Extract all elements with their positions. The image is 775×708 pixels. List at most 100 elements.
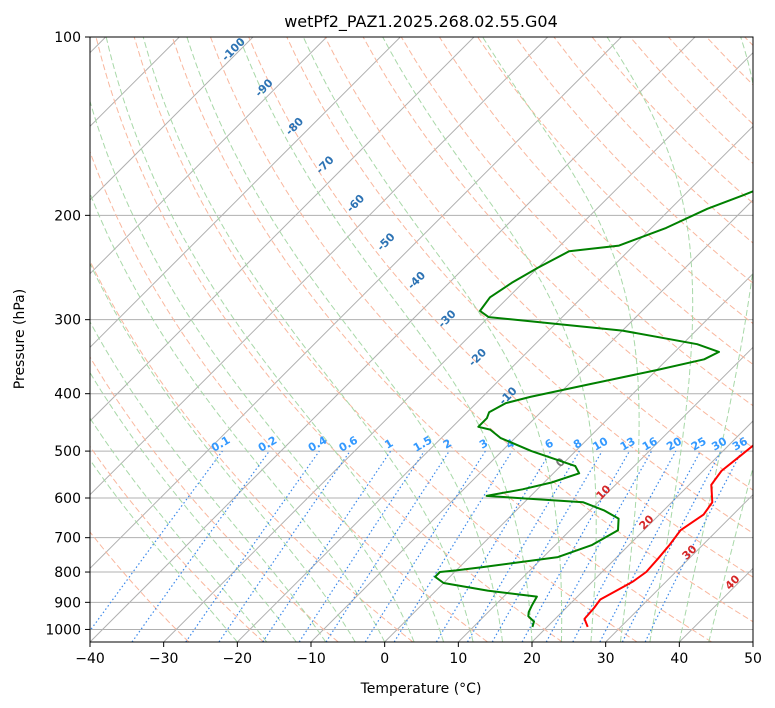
dry-adiabat-line [90, 356, 339, 642]
x-tick-label: 40 [670, 651, 688, 667]
isotherm-line [384, 272, 753, 642]
mixing-ratio-line [521, 450, 631, 642]
y-tick-label: 100 [54, 30, 81, 46]
isotherm-line [752, 641, 753, 642]
y-axis-label: Pressure (hPa) [12, 289, 28, 389]
dry-adiabat-line [95, 37, 563, 642]
x-tick-label: 30 [597, 651, 615, 667]
dry-adiabat-line [90, 531, 190, 642]
moist-adiabat-line [186, 37, 503, 642]
dry-adiabat-label: -60 [344, 192, 367, 215]
y-tick-label: 600 [54, 491, 81, 507]
dry-adiabat-label: -70 [313, 153, 336, 176]
y-axis: 100 200 300 400 500 600 700 800 900 1000 [45, 30, 90, 638]
dry-adiabat-line [90, 150, 488, 642]
mixing-ratio-line [393, 450, 513, 642]
moist-adiabat-line [678, 37, 753, 642]
moist-adiabat-line [105, 37, 445, 642]
background-lines [90, 37, 753, 642]
mixing-ratio-line [325, 450, 450, 642]
mixing-ratio-line [90, 450, 223, 632]
dry-adiabat-line [210, 37, 753, 623]
x-tick-label: −30 [149, 651, 179, 667]
y-tick-label: 700 [54, 531, 81, 547]
mixing-ratio-line [185, 450, 320, 642]
y-tick-label: 500 [54, 444, 81, 460]
isotherm-line [531, 420, 753, 642]
x-tick-label: 50 [744, 651, 762, 667]
mixing-ratio-label: 6 [543, 436, 556, 451]
dry-adiabat-line [400, 37, 753, 407]
dry-adiabat-label: -30 [435, 307, 458, 330]
mixing-ratio-line [572, 450, 677, 642]
moist-adiabat-label: 20 [637, 512, 657, 532]
moist-adiabat-line [238, 37, 533, 642]
mixing-ratio-line [298, 450, 425, 642]
dry-adiabat-line [248, 37, 753, 578]
y-tick-label: 200 [54, 208, 81, 224]
dry-adiabat-line [744, 37, 753, 47]
moist-adiabat-line [382, 37, 597, 642]
dry-adiabat-line [90, 445, 264, 642]
mixing-ratio-line [435, 450, 552, 642]
moist-adiabat-line [482, 37, 640, 642]
dry-adiabat-line [515, 37, 753, 284]
mixing-ratio-line [218, 450, 351, 642]
dry-adiabat-line [90, 259, 414, 642]
y-tick-label: 1000 [45, 622, 81, 638]
isotherm-line [90, 37, 475, 422]
y-tick-label: 400 [54, 387, 81, 403]
sounding-series [434, 190, 753, 628]
x-tick-label: 10 [449, 651, 467, 667]
moist-adiabat-line [302, 37, 563, 642]
x-tick-label: −40 [75, 651, 105, 667]
isotherm-line [90, 37, 696, 642]
moist-adiabat-line [90, 459, 238, 642]
mixing-ratio-line [545, 450, 653, 642]
moist-adiabat-label: 10 [594, 482, 614, 502]
dry-adiabat-line [133, 37, 638, 642]
y-tick-label: 800 [54, 565, 81, 581]
isotherm-line [457, 346, 753, 642]
mixing-ratio-line [644, 450, 743, 642]
x-axis: −40 −30 −20 −10 0 10 20 30 40 50 [75, 642, 762, 667]
dry-adiabat-line [438, 37, 753, 366]
dewpoint-line [434, 190, 753, 628]
isotherm-line [605, 493, 753, 642]
moist-adiabat-line [606, 37, 694, 642]
chart-title: wetPf2_PAZ1.2025.268.02.55.G04 [284, 12, 558, 32]
x-axis-label: Temperature (°C) [360, 681, 482, 697]
mixing-ratio-label: 3 [477, 437, 490, 452]
moist-adiabat-line [90, 371, 297, 642]
moist-adiabat-line [90, 262, 356, 642]
isotherm-line [90, 37, 549, 496]
moist-adiabat-line [90, 192, 386, 642]
isotherm-line [90, 37, 254, 201]
mixing-ratio-line [131, 450, 270, 642]
isotherm-line [90, 37, 401, 349]
mixing-ratio-label: 2 [441, 437, 454, 452]
x-tick-label: 20 [523, 651, 541, 667]
dry-adiabat-label: -20 [466, 346, 489, 369]
moist-adiabat-line [90, 99, 415, 642]
x-tick-label: 0 [380, 651, 389, 667]
plot-frame [89, 36, 754, 643]
isotherm-line [90, 37, 622, 570]
x-tick-label: −20 [223, 651, 253, 667]
dry-adiabat-label: -90 [252, 76, 275, 99]
mixing-ratio-line [262, 450, 392, 642]
dry-adiabat-label: -50 [374, 230, 397, 253]
y-tick-label: 300 [54, 313, 81, 329]
moist-adiabat-line [90, 417, 268, 642]
isotherm-line [236, 125, 753, 642]
dry-adiabat-line [286, 37, 753, 534]
isotherm-line [90, 37, 328, 275]
moist-adiabat-line [142, 37, 474, 642]
dry-adiabat-line [706, 37, 753, 86]
temperature-line [583, 444, 753, 628]
dry-adiabat-label: -10 [496, 384, 519, 407]
y-tick-label: 900 [54, 595, 81, 611]
dry-adiabat-label: -40 [405, 269, 428, 292]
x-tick-label: −10 [296, 651, 326, 667]
